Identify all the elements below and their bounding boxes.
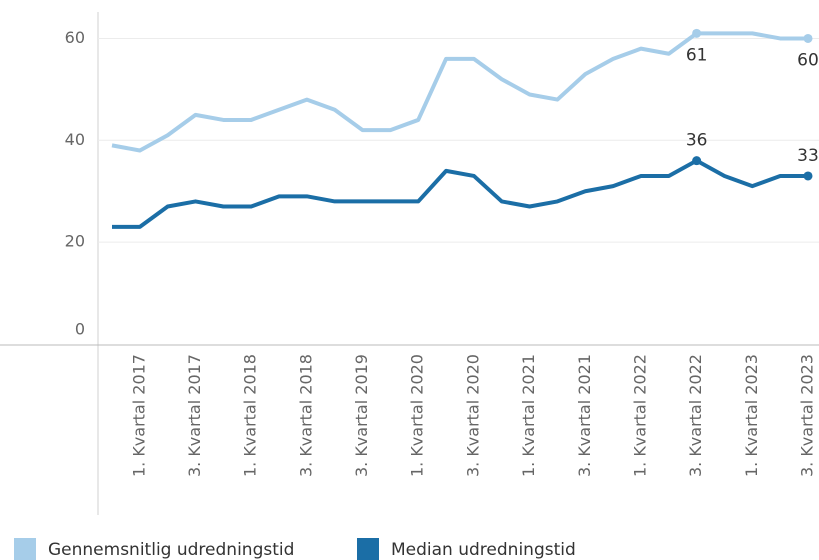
- y-tick-label: 60: [65, 28, 85, 47]
- data-label: 36: [686, 131, 708, 151]
- legend-swatch: [357, 538, 379, 560]
- x-tick-label: 3. Kvartal 2023: [798, 354, 817, 477]
- point: [803, 171, 813, 181]
- line: [111, 31, 808, 153]
- x-tick-label: 3. Kvartal 2022: [686, 354, 705, 477]
- data-label: 33: [797, 146, 819, 166]
- y-tick-label: 0: [75, 320, 85, 339]
- x-tick-label: 3. Kvartal 2021: [575, 354, 594, 477]
- x-tick-label: 3. Kvartal 2020: [463, 354, 482, 477]
- line: [112, 158, 808, 229]
- x-tick-label: 1. Kvartal 2021: [519, 354, 538, 477]
- point: [803, 33, 813, 43]
- data-label: 61: [686, 45, 708, 65]
- data-label: 60: [797, 50, 819, 70]
- x-tick-label: 1. Kvartal 2020: [408, 354, 427, 477]
- x-tick-label: 3. Kvartal 2017: [185, 354, 204, 477]
- x-tick-label: 3. Kvartal 2019: [352, 354, 371, 477]
- x-tick-label: 1. Kvartal 2018: [241, 354, 260, 477]
- x-tick-label: 3. Kvartal 2018: [296, 354, 315, 477]
- x-tick-label: 1. Kvartal 2023: [742, 354, 761, 477]
- legend-label: Gennemsnitlig udredningstid: [48, 540, 294, 560]
- x-tick-label: 1. Kvartal 2022: [630, 354, 649, 477]
- x-tick-label: 1. Kvartal 2017: [129, 354, 148, 477]
- point: [692, 156, 702, 166]
- legend-label: Median udredningstid: [391, 540, 576, 560]
- y-tick-label: 20: [65, 232, 85, 251]
- legend-swatch: [14, 538, 36, 560]
- point: [692, 28, 702, 38]
- y-tick-label: 40: [65, 130, 85, 149]
